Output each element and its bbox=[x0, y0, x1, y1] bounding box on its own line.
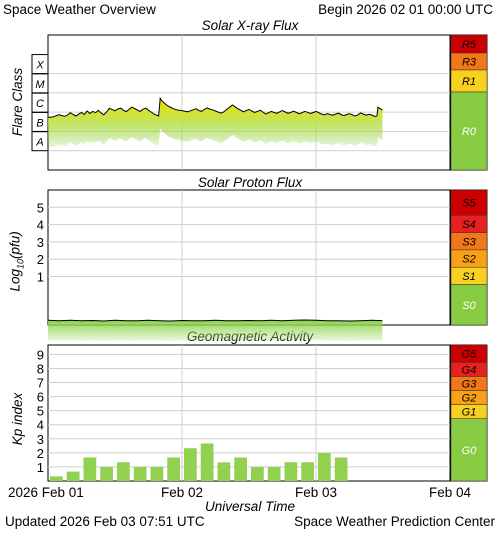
scale-level-label: G1 bbox=[462, 407, 477, 419]
scale-level-label: G0 bbox=[462, 445, 478, 457]
class-box bbox=[31, 54, 49, 75]
scale-level-label: G2 bbox=[462, 393, 477, 405]
kp-bar bbox=[334, 457, 348, 481]
kp-tick-label: 9 bbox=[37, 347, 44, 362]
proton-flux-fill bbox=[48, 320, 383, 341]
x-tick-label: Feb 02 bbox=[161, 485, 203, 500]
scale-level-label: S2 bbox=[462, 254, 475, 266]
proton-tick-label: 3 bbox=[37, 235, 44, 250]
header-title: Space Weather Overview bbox=[3, 2, 156, 17]
class-tick-label: A bbox=[35, 137, 43, 149]
class-tick-label: M bbox=[35, 79, 45, 91]
xray-flux-fill bbox=[48, 98, 383, 148]
kp-bar bbox=[267, 466, 281, 481]
scale-level-label: G5 bbox=[462, 349, 478, 361]
footer-updated: Updated 2026 Feb 03 07:51 UTC bbox=[5, 514, 205, 529]
kp-bar bbox=[234, 457, 247, 481]
kp-tick-label: 5 bbox=[37, 404, 44, 419]
scale-level-label: R3 bbox=[462, 57, 477, 69]
kp-bar bbox=[66, 471, 80, 481]
kp-bar bbox=[301, 462, 314, 481]
scale-level-label: S5 bbox=[462, 198, 476, 210]
kp-bar bbox=[284, 462, 298, 481]
kp-tick-label: 7 bbox=[37, 376, 44, 391]
scale-level bbox=[450, 418, 488, 482]
class-tick-label: X bbox=[35, 60, 44, 72]
panel-frame bbox=[47, 34, 451, 171]
footer-credit: Space Weather Prediction Center bbox=[294, 514, 495, 529]
x-axis-label: Universal Time bbox=[205, 499, 295, 514]
kp-bar bbox=[117, 462, 130, 481]
kp-tick-label: 2 bbox=[37, 446, 44, 461]
x-tick-label: Feb 03 bbox=[295, 485, 337, 500]
kp-bar bbox=[251, 466, 264, 481]
xray-flux-line bbox=[47, 96, 383, 118]
kp-tick-label: 1 bbox=[37, 460, 44, 475]
kp-bar bbox=[184, 448, 197, 481]
scale-level-label: S0 bbox=[462, 300, 476, 312]
panel-frame bbox=[47, 344, 451, 482]
kp-bar bbox=[217, 462, 231, 481]
header-begin: Begin 2026 02 01 00:00 UTC bbox=[318, 2, 493, 17]
scale-level-label: S1 bbox=[462, 271, 475, 283]
class-tick-label: C bbox=[36, 98, 44, 110]
kp-bar bbox=[318, 452, 331, 481]
scale-level bbox=[450, 91, 488, 171]
kp-tick-label: 4 bbox=[37, 418, 44, 433]
kp-bar bbox=[167, 457, 180, 481]
kp-bar bbox=[100, 466, 113, 481]
x-tick-label: Feb 04 bbox=[429, 485, 472, 500]
scale-level-label: G4 bbox=[462, 364, 477, 376]
scale-level-label: S4 bbox=[462, 219, 475, 231]
scale-level-label: R0 bbox=[462, 126, 477, 138]
proton-tick-label: 4 bbox=[37, 218, 44, 233]
scale-level bbox=[450, 189, 488, 216]
x-tick-label: 2026 Feb 01 bbox=[8, 485, 84, 500]
kp-bar bbox=[200, 443, 214, 481]
scale-level-label: R1 bbox=[462, 76, 476, 88]
xray-title: Solar X-ray Flux bbox=[201, 18, 299, 33]
kp-bar bbox=[150, 466, 164, 481]
scale-level-label: G3 bbox=[462, 379, 478, 391]
proton-tick-label: 2 bbox=[37, 252, 44, 267]
class-tick-label: B bbox=[36, 117, 43, 129]
panel-frame bbox=[47, 189, 451, 326]
proton-tick-label: 1 bbox=[37, 270, 44, 285]
scale-level-label: S3 bbox=[462, 236, 476, 248]
proton-tick-label: 5 bbox=[37, 200, 44, 215]
scale-level-label: R5 bbox=[462, 39, 477, 51]
kp-bar bbox=[50, 476, 63, 481]
proton-flux-line bbox=[47, 319, 383, 322]
kp-bar bbox=[83, 457, 97, 481]
kp-tick-label: 3 bbox=[37, 432, 44, 447]
proton-title: Solar Proton Flux bbox=[197, 175, 303, 190]
kp-bar bbox=[133, 466, 147, 481]
kp-tick-label: 6 bbox=[37, 390, 44, 405]
kp-tick-label: 8 bbox=[37, 361, 44, 376]
scale-level bbox=[450, 284, 488, 326]
